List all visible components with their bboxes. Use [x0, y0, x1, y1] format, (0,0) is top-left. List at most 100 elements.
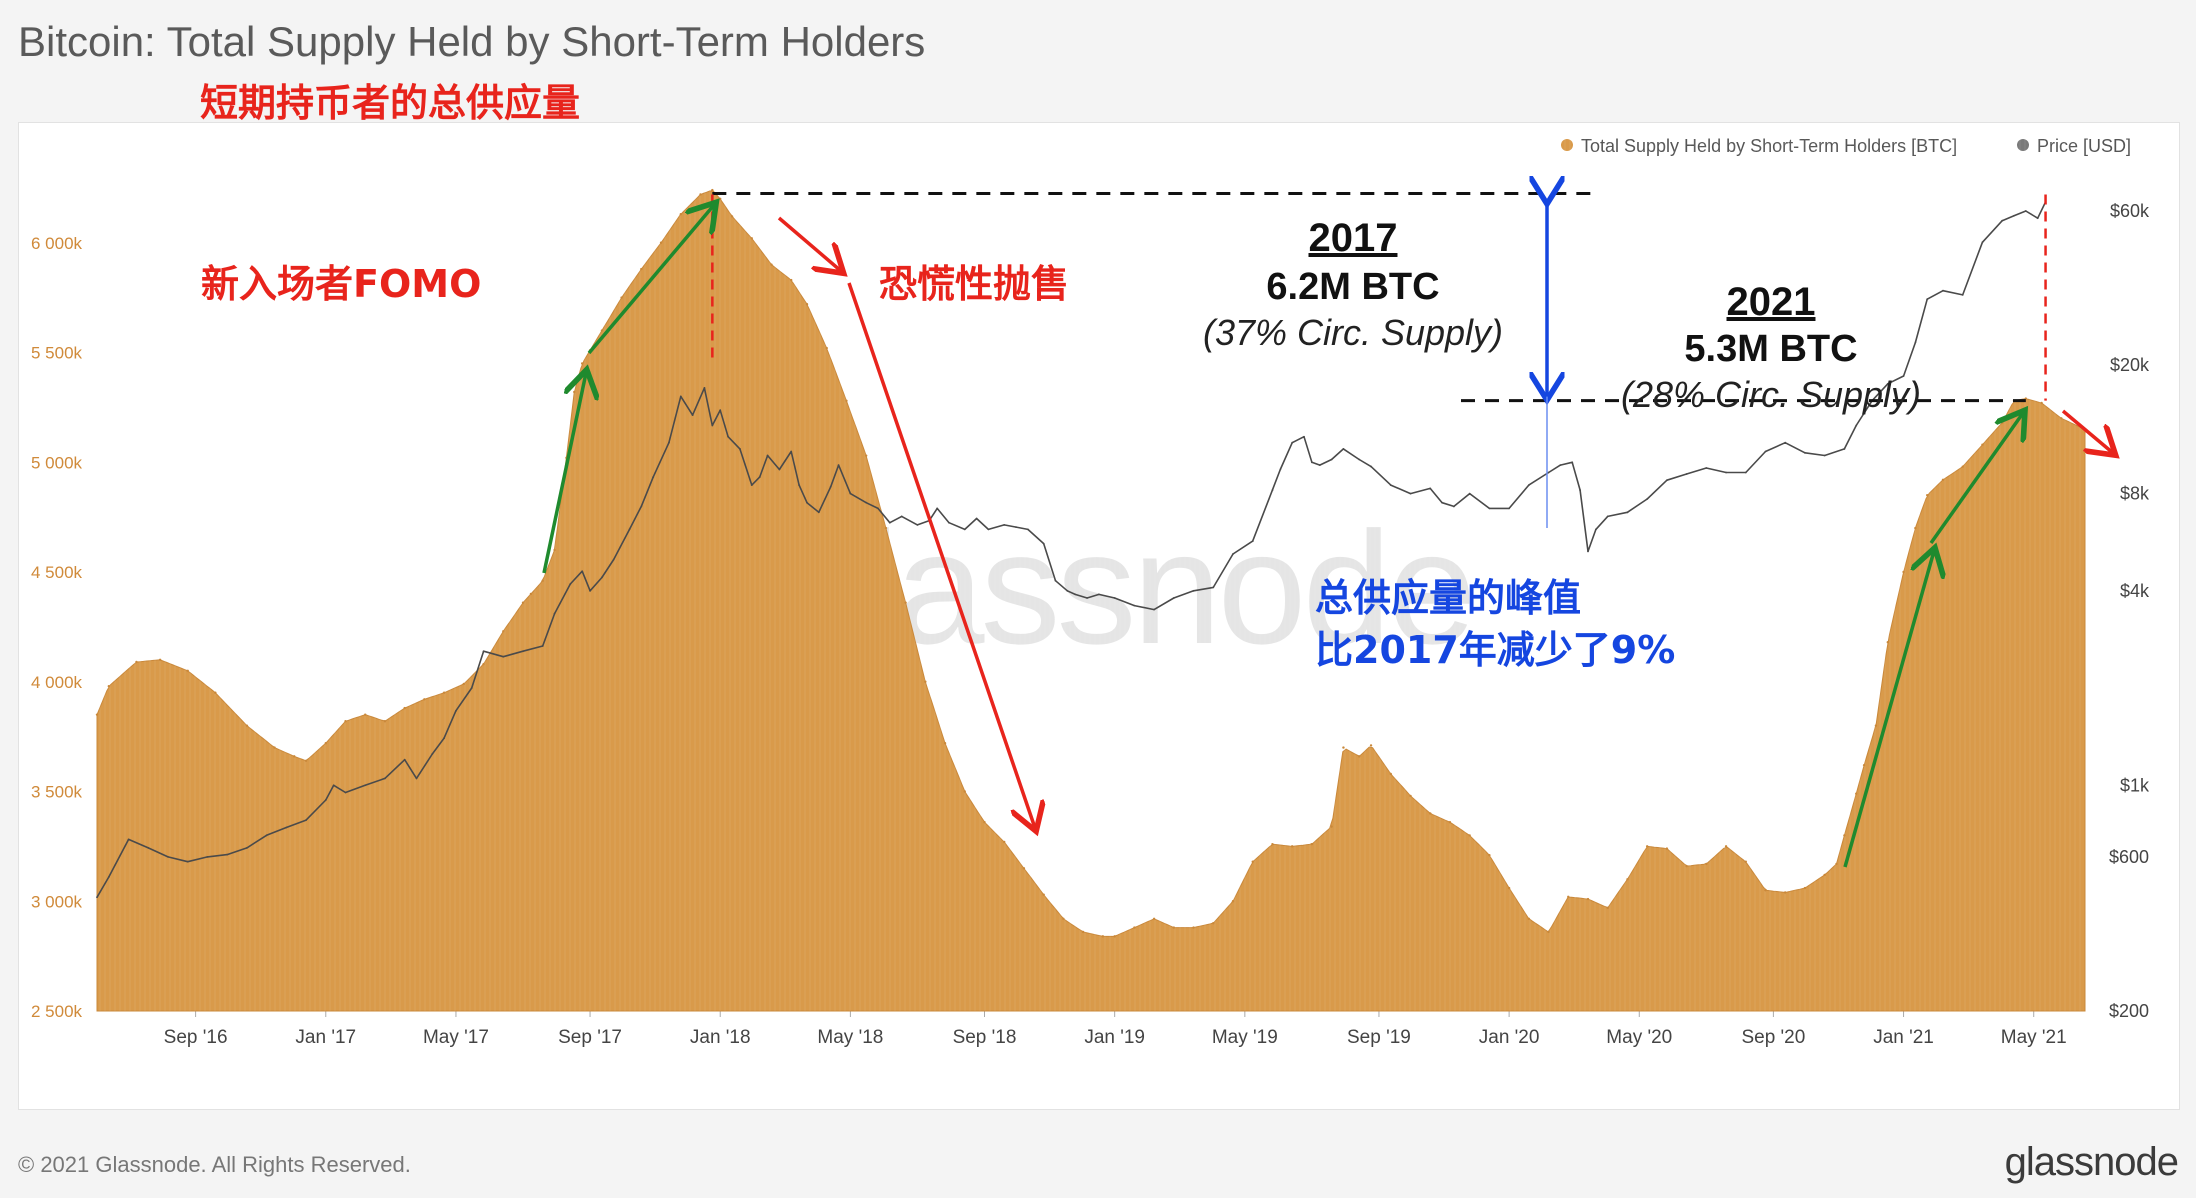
price-point — [975, 517, 978, 520]
price-point — [1342, 448, 1345, 450]
x-axis: Sep '16 Jan '17 May '17 Sep '17 Jan '18 May '… — [97, 1010, 2085, 1048]
supply-point — [699, 193, 702, 196]
price-point — [837, 464, 840, 467]
price-point — [1823, 454, 1826, 457]
price-point — [1074, 593, 1077, 596]
chart-panel: Total Supply Held by Short-Term Holders … — [18, 122, 2180, 1110]
price-point — [403, 758, 406, 761]
chinese-subtitle: 短期持币者的总供应量 — [200, 81, 581, 125]
price-point — [1330, 458, 1333, 461]
price-point — [581, 570, 584, 573]
price-point — [727, 435, 730, 438]
price-point — [2024, 210, 2027, 212]
x-tick-label: Jan '18 — [690, 1027, 751, 1048]
legend: Total Supply Held by Short-Term Holders … — [1561, 136, 2131, 156]
x-tick-label: Jan '21 — [1873, 1027, 1934, 1048]
panic-arrow-3 — [2061, 409, 2113, 453]
price-point — [1026, 528, 1029, 531]
x-tick-label: May '20 — [1606, 1027, 1672, 1048]
price-point — [96, 896, 98, 899]
price-point — [1279, 468, 1282, 471]
supply-point — [482, 662, 485, 666]
supply-point — [711, 188, 714, 192]
price-point — [226, 853, 229, 856]
supply-point — [273, 746, 276, 749]
supply-point — [1290, 845, 1294, 848]
price-point — [628, 528, 631, 531]
price-point — [1468, 492, 1471, 495]
price-point — [1804, 451, 1806, 454]
price-point — [384, 777, 386, 780]
supply-point — [214, 691, 217, 694]
x-tick-label: May '19 — [1212, 1027, 1278, 1048]
price-point — [1303, 435, 1305, 438]
x-tick-label: Jan '17 — [295, 1027, 356, 1048]
x-tick-label: Jan '19 — [1084, 1027, 1145, 1048]
chart-svg: Total Supply Held by Short-Term Holders … — [31, 123, 2150, 1048]
supply-point — [1081, 930, 1085, 934]
x-tick-label: May '18 — [817, 1027, 883, 1048]
price-point — [766, 454, 769, 457]
price-point — [1587, 550, 1589, 553]
supply-point — [1358, 755, 1361, 758]
x-tick-label: Sep '16 — [164, 1027, 228, 1048]
supply-point — [502, 630, 505, 633]
price-point — [758, 476, 761, 478]
supply-point — [864, 454, 868, 457]
supply-point — [924, 680, 927, 683]
supply-point — [1843, 834, 1846, 837]
supply-point — [1003, 840, 1006, 844]
price-point — [502, 655, 505, 658]
supply-point — [1429, 812, 1432, 815]
price-point — [1744, 471, 1747, 474]
supply-point — [541, 579, 544, 582]
price-point — [1606, 515, 1609, 518]
supply-point — [1409, 794, 1412, 798]
price-point — [829, 485, 832, 488]
supply-point — [600, 329, 604, 332]
price-point — [2013, 214, 2015, 217]
y-right-tick-label: $1k — [2120, 775, 2150, 795]
price-point — [1409, 492, 1412, 495]
price-point — [1725, 471, 1727, 474]
supply-point — [2060, 417, 2063, 420]
panic-arrow-2 — [847, 282, 1035, 828]
y-axis-left: 2 500k 3 000k 3 500k 4 000k 4 500k 5 000k 5 50… — [31, 234, 83, 1021]
supply-point — [719, 197, 722, 201]
supply-point — [1685, 864, 1688, 868]
supply-point — [1586, 897, 1590, 901]
price-point — [612, 558, 615, 561]
supply-point — [1448, 821, 1452, 824]
price-point — [711, 424, 714, 427]
y-right-tick-label: $8k — [2120, 484, 2150, 504]
price-point — [936, 507, 939, 510]
supply-point — [790, 278, 793, 282]
x-tick-label: May '17 — [423, 1027, 489, 1048]
supply-point — [245, 724, 249, 727]
supply-point — [1022, 867, 1026, 870]
supply-point — [1784, 891, 1787, 894]
price-point — [719, 409, 722, 412]
price-point — [1271, 489, 1274, 492]
price-point — [1389, 484, 1392, 487]
price-point — [470, 687, 473, 689]
price-point — [1579, 489, 1582, 492]
price-point — [245, 846, 248, 849]
supply-point — [1231, 900, 1235, 903]
x-tick-label: May '21 — [2001, 1027, 2067, 1048]
price-point — [1310, 461, 1313, 464]
peak-2021-year: 2021 — [1727, 280, 1816, 324]
price-point — [1054, 579, 1057, 582]
supply-point — [805, 303, 809, 306]
price-point — [963, 528, 966, 531]
price-point — [1961, 293, 1964, 296]
price-point — [431, 753, 434, 755]
price-point — [1153, 608, 1156, 611]
price-point — [1646, 498, 1649, 500]
supply-point — [1192, 926, 1195, 929]
price-point — [679, 395, 682, 398]
price-point — [1855, 424, 1858, 427]
supply-point — [1744, 860, 1747, 863]
supply-point — [1389, 772, 1392, 776]
peak-2017-pct: (37% Circ. Supply) — [1203, 312, 1503, 353]
